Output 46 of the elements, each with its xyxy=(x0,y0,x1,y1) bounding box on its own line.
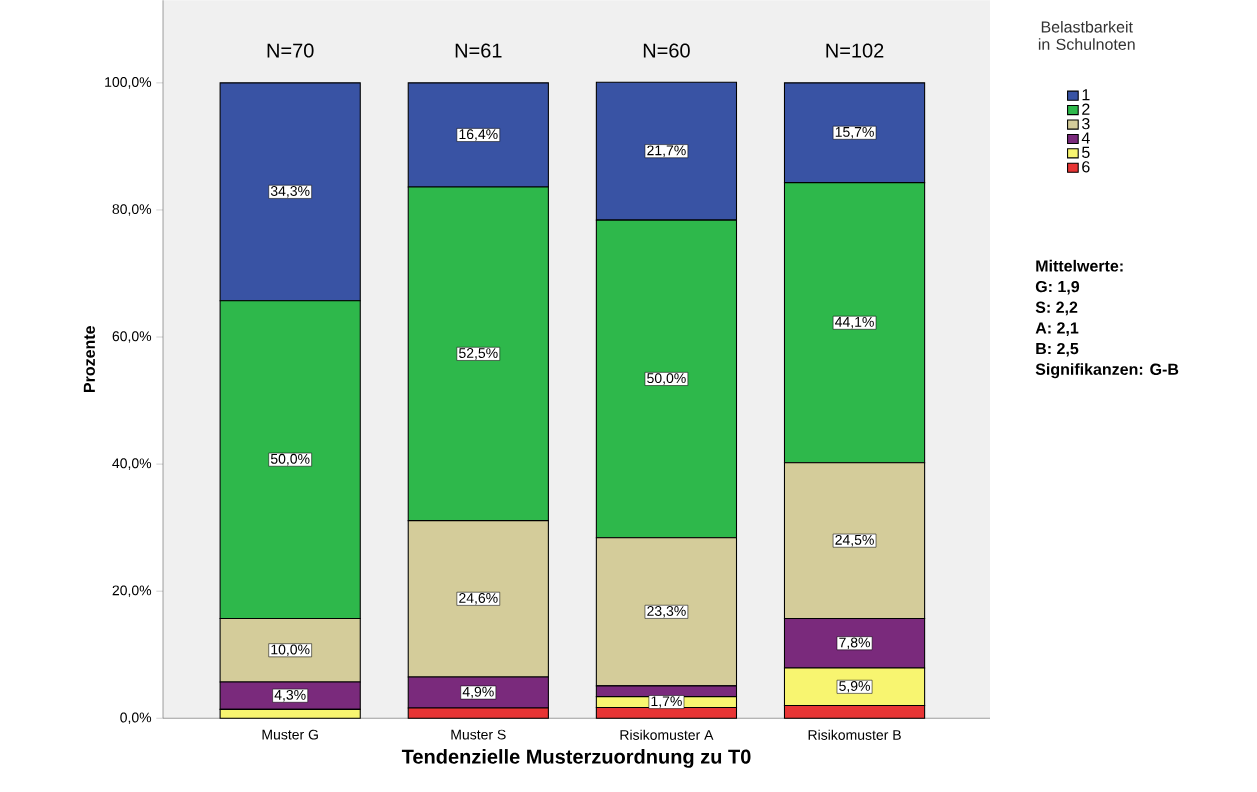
legend-title: Belastbarkeit in Schulnoten xyxy=(1038,20,1135,50)
data-label: 16,4% xyxy=(459,129,498,141)
text: G: 1,9 xyxy=(1035,280,1080,295)
legend-label: 1 xyxy=(1082,89,1090,101)
data-label: 44,1% xyxy=(835,316,874,329)
x-axis-title: Tendenzielle Musterzuordnung zu T0 xyxy=(401,748,751,768)
data-label: 10,0% xyxy=(271,644,310,656)
y-tick-label: 80,0% xyxy=(112,204,152,216)
y-tick-label: 60,0% xyxy=(112,331,152,343)
legend-label: 5 xyxy=(1082,146,1090,158)
annotation: N=60 xyxy=(643,43,690,58)
legend-label: 3 xyxy=(1082,117,1090,130)
data-label: 24,5% xyxy=(835,534,874,547)
data-label: 4,9% xyxy=(462,686,494,699)
legend-label: 4 xyxy=(1081,132,1090,144)
annotation: N=102 xyxy=(826,43,884,58)
data-label: 50,0% xyxy=(270,453,310,466)
y-axis-title: Prozente xyxy=(83,325,95,392)
data-label: 5,9% xyxy=(839,680,870,693)
data-label: 21,7% xyxy=(647,145,686,157)
x-tick-label: Risikomuster A xyxy=(620,729,714,740)
legend-label: 2 xyxy=(1082,103,1090,115)
y-tick-label: 40,0% xyxy=(112,458,152,470)
y-tick-label: 20,0% xyxy=(112,585,152,597)
x-tick-label: Muster S xyxy=(451,729,506,740)
x-tick-label: Muster G xyxy=(262,729,318,740)
annotation: N=70 xyxy=(267,43,314,58)
data-label: 23,3% xyxy=(647,605,686,618)
data-label: 34,3% xyxy=(270,185,310,198)
x-tick-label: Risikomuster B xyxy=(808,729,901,740)
annotation: N=61 xyxy=(455,43,502,58)
data-label: 52,5% xyxy=(459,347,498,360)
data-label: 15,7% xyxy=(835,126,874,139)
text: A: 2,1 xyxy=(1035,322,1079,336)
data-label: 4,3% xyxy=(274,689,306,702)
text: S: 2,2 xyxy=(1035,301,1078,316)
text: Signifikanzen: G-B xyxy=(1035,363,1179,379)
text: Mittelwerte: xyxy=(1036,259,1123,272)
text: B: 2,5 xyxy=(1036,342,1079,357)
data-label: 1,7% xyxy=(651,696,682,708)
data-label: 50,0% xyxy=(647,373,686,385)
y-tick-label: 100,0% xyxy=(105,76,152,89)
data-label: 7,8% xyxy=(839,637,870,649)
legend-label: 6 xyxy=(1082,161,1090,173)
data-label: 24,6% xyxy=(459,592,498,605)
y-tick-label: 0,0% xyxy=(120,712,152,724)
